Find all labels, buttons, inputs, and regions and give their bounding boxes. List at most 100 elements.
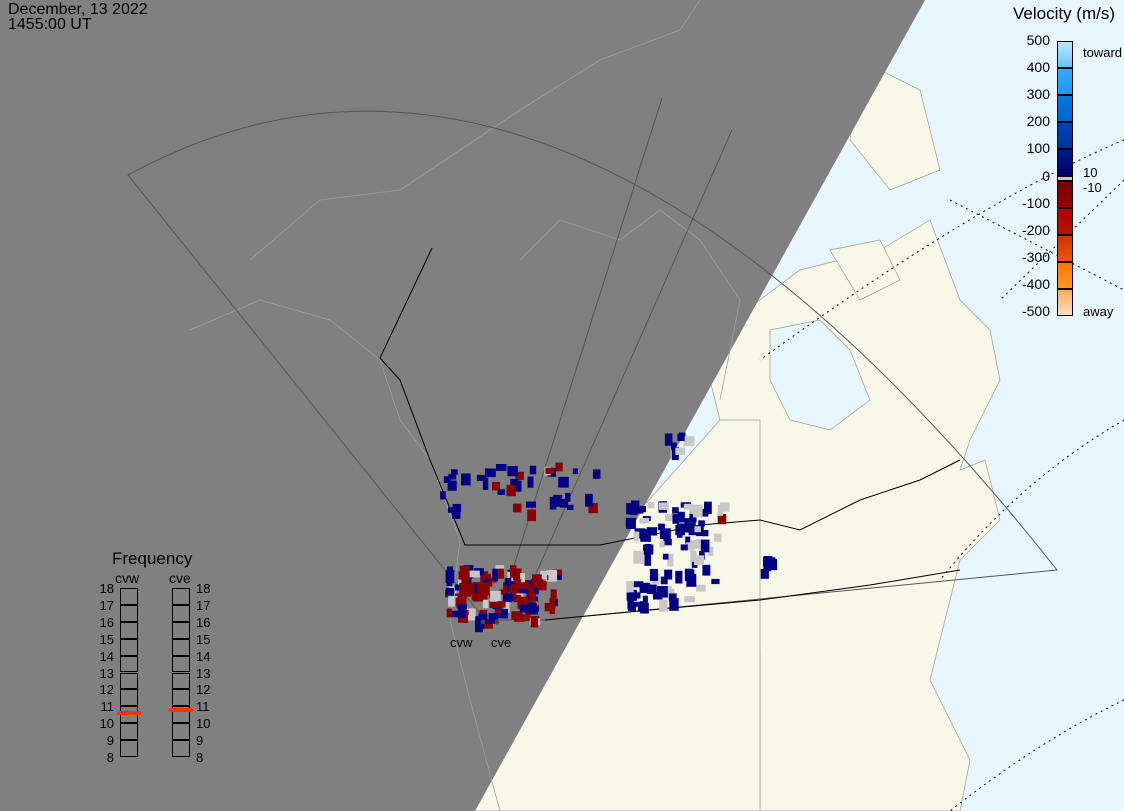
scatter-cell (633, 506, 644, 514)
scatter-cell (454, 593, 462, 599)
scatter-cell (506, 484, 516, 497)
scatter-cell (708, 546, 714, 557)
scatter-cell (664, 530, 670, 542)
frequency-tick: 14 (196, 648, 211, 664)
scatter-cell (490, 590, 501, 602)
scatter-cell (713, 533, 722, 542)
scatter-cell (443, 476, 452, 483)
frequency-cell (120, 621, 138, 639)
frequency-cell (172, 723, 190, 741)
frequency-tick: 15 (196, 631, 211, 647)
velocity-tick: -400 (1021, 275, 1050, 292)
scatter-cell (665, 514, 676, 521)
pos10-label: 10 (1083, 165, 1098, 180)
scatter-cell (633, 531, 640, 542)
scatter-cell (484, 468, 496, 478)
frequency-cell (120, 689, 138, 707)
velocity-tick: 400 (1026, 59, 1050, 76)
scatter-cell (662, 553, 669, 560)
scatter-cell (683, 503, 693, 510)
frequency-cell (172, 588, 190, 605)
scatter-cell (495, 565, 505, 571)
scatter-cell (684, 518, 694, 524)
frequency-cell (120, 604, 138, 622)
scatter-cell (664, 433, 673, 446)
scatter-cell (482, 578, 490, 585)
velocity-tick: -100 (1021, 194, 1050, 211)
frequency-tick: 18 (99, 581, 114, 596)
velocity-tick: 100 (1026, 140, 1050, 157)
velocity-tick: 500 (1026, 32, 1050, 48)
scatter-cell (469, 570, 480, 578)
scatter-cell (696, 584, 706, 592)
scatter-cell (494, 612, 503, 619)
scatter-cell (717, 505, 723, 516)
scatter-cell (491, 481, 500, 491)
scatter-cell (529, 605, 540, 612)
velocity-title: Velocity (m/s) (1013, 4, 1116, 23)
scatter-cell (481, 571, 489, 578)
scatter-cell (659, 527, 666, 540)
scatter-cell (698, 520, 705, 527)
scatter-cell (633, 550, 644, 564)
scatter-cell (634, 528, 646, 539)
frequency-cell (120, 638, 138, 656)
scatter-cell (558, 476, 569, 488)
scatter-cell (525, 611, 531, 622)
scatter-cell (530, 615, 539, 628)
radar-label-cve: cve (491, 635, 512, 650)
scatter-cell (550, 589, 557, 599)
toward-label: toward (1083, 45, 1123, 60)
scatter-cell (572, 468, 579, 475)
scatter-cell (696, 539, 703, 550)
scatter-cell (760, 568, 769, 579)
scatter-cell (711, 578, 720, 585)
frequency-cell (172, 706, 190, 724)
frequency-cell (172, 604, 190, 622)
scatter-cell (549, 606, 556, 615)
frequency-tick: 9 (106, 733, 114, 749)
scatter-cell (527, 476, 534, 488)
scatter-cell (549, 496, 557, 510)
scatter-cell (518, 584, 529, 594)
colorbar-segment (1057, 261, 1073, 289)
scatter-cell (649, 568, 658, 581)
scatter-cell (702, 529, 709, 537)
scatter-cell (553, 494, 563, 507)
neg10-label: -10 (1083, 180, 1102, 195)
scatter-cell (664, 569, 673, 580)
scatter-cell (668, 593, 677, 602)
colorbar-segment (1057, 149, 1073, 177)
scatter-cell (454, 584, 461, 591)
scatter-cell (440, 491, 446, 500)
scatter-cell (702, 564, 711, 576)
scatter-cell (719, 502, 730, 512)
scatter-cell (510, 565, 517, 578)
frequency-marker-cve (169, 707, 193, 712)
scatter-cell (507, 466, 518, 477)
scatter-cell (446, 608, 452, 618)
scatter-cell (566, 504, 574, 511)
colorbar-segment (1057, 41, 1073, 69)
scatter-cell (448, 473, 457, 480)
scatter-cell (527, 509, 537, 522)
scatter-cell (684, 568, 694, 582)
frequency-tick: 10 (196, 716, 211, 732)
scatter-cell (505, 593, 516, 602)
scatter-cell (683, 436, 695, 447)
scatter-cell (529, 465, 537, 475)
scatter-cell (513, 572, 519, 580)
radar-site-cve (494, 619, 500, 625)
scatter-cell (458, 571, 465, 580)
scatter-cell (527, 602, 536, 609)
scatter-cell (677, 511, 685, 523)
scatter-cell (700, 539, 710, 553)
scatter-cell (640, 529, 651, 542)
scatter-cells (440, 432, 778, 633)
frequency-tick: 11 (196, 699, 210, 715)
scatter-cell (639, 506, 647, 513)
scatter-cell (549, 597, 556, 609)
frequency-tick: 9 (196, 733, 204, 749)
away-label: away (1083, 304, 1114, 319)
